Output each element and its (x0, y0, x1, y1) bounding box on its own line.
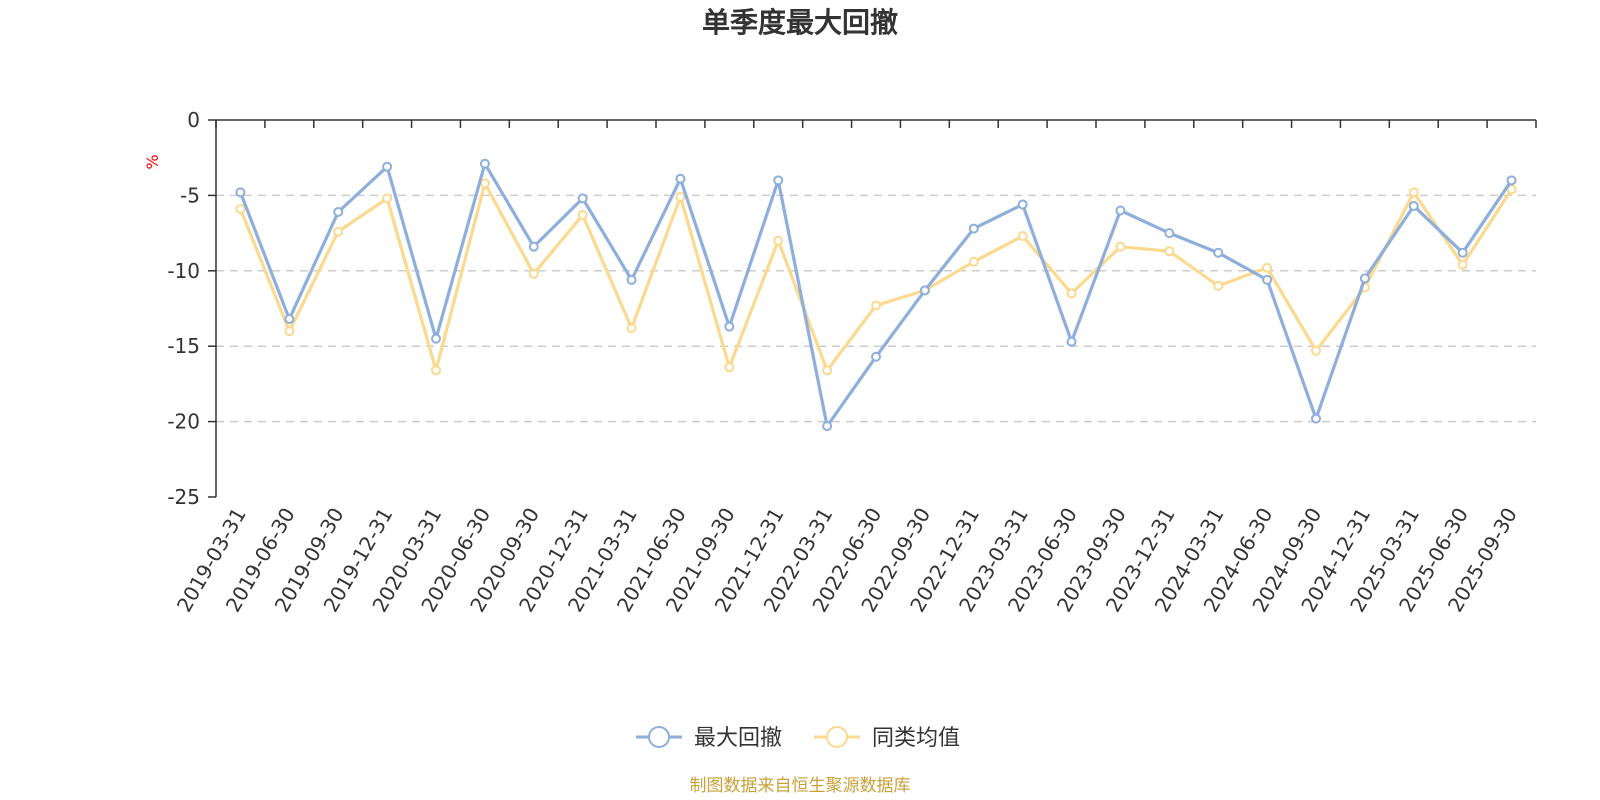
data-point[interactable] (1311, 345, 1321, 356)
data-point[interactable] (1457, 259, 1468, 270)
data-point[interactable] (1066, 288, 1077, 299)
data-point[interactable] (235, 203, 246, 214)
y-axis-ticks: 0 -5 -10 -15 -20 -25 (167, 108, 216, 509)
data-point[interactable] (1164, 246, 1175, 257)
series-line (238, 162, 1513, 428)
x-axis-ticks: 2019-03-312019-06-302019-09-302019-12-31… (172, 120, 1537, 616)
series-1 (235, 178, 1517, 376)
data-point[interactable] (1017, 199, 1028, 210)
data-point[interactable] (528, 268, 539, 279)
y-axis-unit: % (143, 154, 162, 169)
series-line (238, 181, 1513, 372)
data-point[interactable] (1213, 280, 1224, 291)
data-point[interactable] (626, 323, 637, 334)
legend[interactable]: 最大回撤 同类均值 (636, 726, 960, 751)
data-point[interactable] (333, 226, 344, 237)
data-point[interactable] (1164, 228, 1175, 239)
grid-lines (216, 194, 1536, 423)
data-point[interactable] (284, 326, 295, 337)
y-tick-label: -15 (167, 334, 200, 358)
data-point[interactable] (1408, 187, 1419, 198)
y-tick-label: 0 (187, 108, 200, 132)
legend-marker-icon (648, 726, 670, 748)
data-point[interactable] (871, 351, 881, 362)
data-point[interactable] (382, 161, 393, 172)
y-tick-label: -25 (167, 485, 200, 509)
y-tick-label: -10 (167, 259, 200, 283)
legend-label: 同类均值 (872, 726, 960, 751)
data-point[interactable] (235, 187, 246, 198)
data-point[interactable] (577, 193, 588, 204)
data-point[interactable] (1506, 184, 1517, 195)
series-layer (235, 158, 1517, 432)
data-point[interactable] (1408, 200, 1419, 211)
data-point[interactable] (1213, 247, 1224, 258)
chart-title: 单季度最大回撤 (702, 6, 898, 39)
data-point[interactable] (382, 193, 393, 204)
data-point[interactable] (724, 321, 735, 332)
data-point[interactable] (1262, 262, 1273, 273)
data-point[interactable] (1506, 175, 1517, 186)
legend-item-0[interactable]: 最大回撤 (636, 726, 782, 751)
data-point[interactable] (1115, 205, 1126, 216)
data-point[interactable] (479, 178, 490, 189)
data-point[interactable] (919, 285, 930, 296)
data-point[interactable] (284, 314, 295, 325)
legend-marker-icon (826, 726, 848, 748)
data-point[interactable] (773, 175, 784, 186)
data-point[interactable] (577, 210, 588, 221)
legend-label: 最大回撤 (694, 726, 782, 751)
data-point[interactable] (1066, 336, 1077, 347)
data-point[interactable] (822, 421, 833, 432)
data-point[interactable] (528, 241, 539, 252)
data-point[interactable] (1262, 274, 1273, 285)
series-0 (235, 158, 1517, 432)
axes (215, 119, 1536, 497)
data-point[interactable] (675, 173, 686, 184)
data-point[interactable] (773, 235, 784, 246)
data-point[interactable] (431, 333, 441, 344)
data-point[interactable] (871, 300, 881, 311)
data-point[interactable] (1115, 241, 1126, 252)
legend-item-1[interactable]: 同类均值 (814, 726, 960, 751)
data-point[interactable] (968, 223, 979, 234)
data-point[interactable] (333, 206, 344, 217)
data-point[interactable] (968, 256, 979, 267)
data-point[interactable] (724, 362, 735, 373)
data-point[interactable] (626, 274, 637, 285)
data-point[interactable] (1457, 247, 1468, 258)
data-source-note: 制图数据来自恒生聚源数据库 (690, 776, 911, 796)
data-point[interactable] (675, 191, 686, 202)
data-point[interactable] (1017, 231, 1028, 242)
data-point[interactable] (431, 365, 441, 376)
y-tick-label: -5 (180, 183, 200, 207)
data-point[interactable] (1311, 413, 1321, 424)
data-point[interactable] (479, 158, 490, 169)
data-point[interactable] (822, 365, 833, 376)
data-point[interactable] (1359, 273, 1370, 284)
y-tick-label: -20 (167, 410, 200, 434)
